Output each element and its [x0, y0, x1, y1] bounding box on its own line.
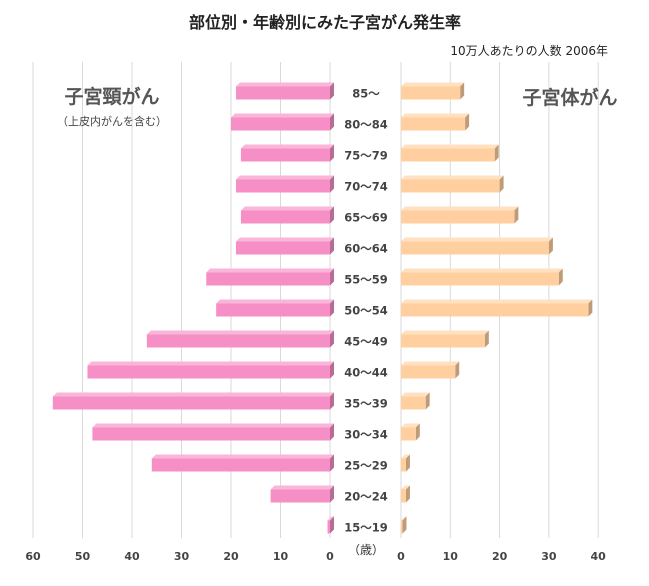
- tick-label-left: 20: [223, 550, 239, 563]
- category-label: 80〜84: [344, 118, 388, 132]
- bar-endometrial: [401, 392, 430, 410]
- bar-cervical: [52, 392, 335, 410]
- bar-endometrial: [401, 113, 470, 131]
- category-label: 60〜64: [344, 242, 388, 256]
- tick-label-left: 30: [174, 550, 190, 563]
- bar-cervical: [240, 206, 334, 224]
- category-label: 55〜59: [344, 273, 388, 287]
- bar-cervical: [231, 113, 334, 131]
- category-label: 70〜74: [344, 180, 388, 194]
- tick-labels: 60 50 40 30 20 10 0 0 10 20 30 40: [25, 550, 606, 563]
- tick-label-left: 60: [25, 550, 41, 563]
- bar-cervical: [270, 485, 334, 503]
- series-name-endometrial: 子宮体がん: [522, 86, 617, 109]
- bar-cervical: [240, 144, 334, 162]
- category-label: 20〜24: [344, 490, 388, 504]
- bar-endometrial: [401, 423, 420, 441]
- series-name-cervical: 子宮頸がん: [64, 85, 159, 108]
- bar-cervical: [216, 299, 334, 317]
- chart-subtitle: 10万人あたりの人数 2006年: [450, 43, 608, 58]
- category-label: 35〜39: [344, 397, 388, 411]
- category-label: 45〜49: [344, 335, 388, 349]
- bar-endometrial: [401, 516, 407, 534]
- bar-cervical: [92, 423, 335, 441]
- series-note-cervical: （上皮内がんを含む）: [57, 114, 167, 128]
- bar-endometrial: [401, 144, 499, 162]
- bar-endometrial: [401, 268, 563, 286]
- bar-endometrial: [401, 299, 593, 317]
- chart-title: 部位別・年齢別にみた子宮がん発生率: [189, 13, 461, 32]
- category-label: 25〜29: [344, 459, 388, 473]
- bar-cervical: [235, 237, 334, 255]
- tick-label-left: 0: [326, 550, 334, 563]
- tick-label-left: 50: [75, 550, 91, 563]
- tick-label-right: 40: [591, 550, 607, 563]
- age-unit-label: （歳）: [348, 543, 384, 557]
- bar-cervical: [151, 454, 334, 472]
- tick-label-left: 40: [124, 550, 140, 563]
- bars: [52, 82, 593, 534]
- category-label: 50〜54: [344, 304, 388, 318]
- category-label: 65〜69: [344, 211, 388, 225]
- bar-cervical: [235, 82, 334, 100]
- category-label: 75〜79: [344, 149, 388, 163]
- category-labels: 85〜 80〜84 75〜79 70〜74 65〜69 60〜64 55〜59 50〜54 45…: [344, 87, 388, 535]
- bar-cervical: [146, 330, 334, 348]
- category-label: 15〜19: [344, 521, 388, 535]
- bar-endometrial: [401, 82, 465, 100]
- bar-endometrial: [401, 361, 460, 379]
- category-label: 30〜34: [344, 428, 388, 442]
- bar-cervical: [235, 175, 334, 193]
- bar-endometrial: [401, 330, 489, 348]
- bar-endometrial: [401, 485, 410, 503]
- tick-label-right: 10: [443, 550, 459, 563]
- category-label: 85〜: [352, 87, 380, 101]
- category-label: 40〜44: [344, 366, 388, 380]
- tick-label-right: 0: [397, 550, 405, 563]
- bar-cervical: [327, 516, 334, 534]
- bar-endometrial: [401, 175, 504, 193]
- tick-label-left: 10: [273, 550, 289, 563]
- bar-endometrial: [401, 237, 553, 255]
- bar-cervical: [206, 268, 334, 286]
- bar-endometrial: [401, 454, 410, 472]
- bar-endometrial: [401, 206, 519, 224]
- tick-label-right: 30: [541, 550, 557, 563]
- tick-label-right: 20: [492, 550, 508, 563]
- bar-cervical: [87, 361, 334, 379]
